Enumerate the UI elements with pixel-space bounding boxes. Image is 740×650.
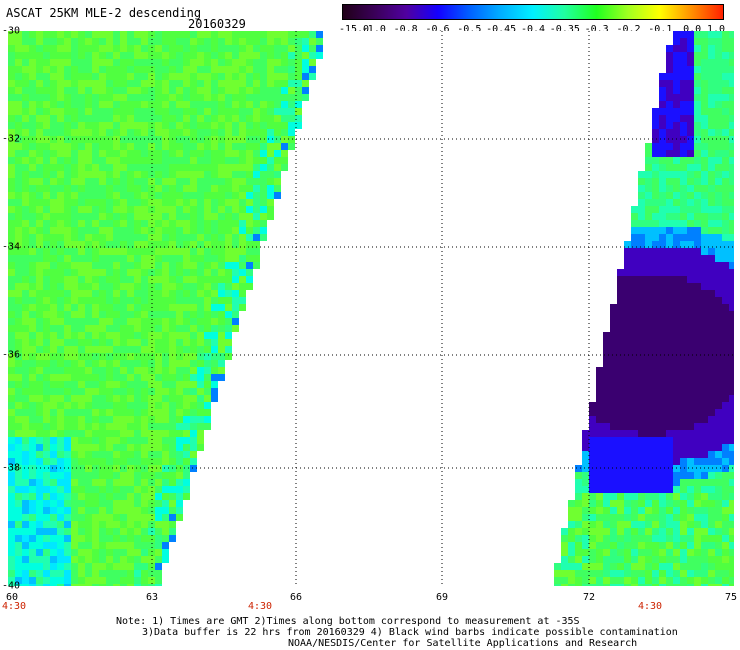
colorbar-tick-label: 0.0 [683, 24, 702, 35]
note-line-2: 3)Data buffer is 22 hrs from 20160329 4)… [142, 627, 678, 638]
map-title: ASCAT 25KM MLE-2 descending [6, 6, 202, 20]
colorbar-tick-label: -0.4 [520, 24, 546, 35]
colorbar-tick-label: -0.3 [584, 24, 609, 35]
lat-label: -36 [2, 349, 21, 361]
map-date: 20160329 [188, 17, 246, 31]
lon-label: 66 [289, 592, 303, 603]
colorbar-tick-label: -0.6 [425, 24, 450, 35]
lon-label: 60 [5, 592, 19, 603]
note-line-3: NOAA/NESDIS/Center for Satellite Applica… [288, 638, 638, 649]
time-label: 4:30 [247, 601, 273, 612]
colorbar-tick-label: -1.0 [361, 24, 386, 35]
lon-label: 72 [582, 592, 596, 603]
note-line-1: Note: 1) Times are GMT 2)Times along bot… [116, 616, 580, 627]
colorbar-tick-label: -0.2 [616, 24, 641, 35]
lat-label: -40 [2, 580, 21, 592]
lon-label: 69 [435, 592, 449, 603]
lat-label: -34 [2, 241, 21, 253]
colorbar-tick-label: 1.0 [706, 24, 726, 35]
time-label: 4:30 [1, 601, 27, 612]
lat-label: -38 [2, 462, 21, 474]
colorbar-tick-label: -0.45 [486, 24, 517, 35]
swath-map-canvas [8, 31, 734, 586]
lon-label: 75 [724, 592, 738, 603]
lon-label: 63 [145, 592, 159, 603]
lat-label: -30 [2, 25, 21, 37]
colorbar [342, 4, 724, 20]
colorbar-tick-label: -0.35 [549, 24, 580, 35]
colorbar-tick-label: -0.8 [393, 24, 418, 35]
colorbar-tick-label: -0.1 [648, 24, 673, 35]
time-label: 4:30 [637, 601, 663, 612]
swath-map [8, 31, 734, 586]
colorbar-tick-label: -0.5 [457, 24, 482, 35]
colorbar-tick-label: -15.0 [338, 24, 370, 35]
lat-label: -32 [2, 133, 21, 145]
